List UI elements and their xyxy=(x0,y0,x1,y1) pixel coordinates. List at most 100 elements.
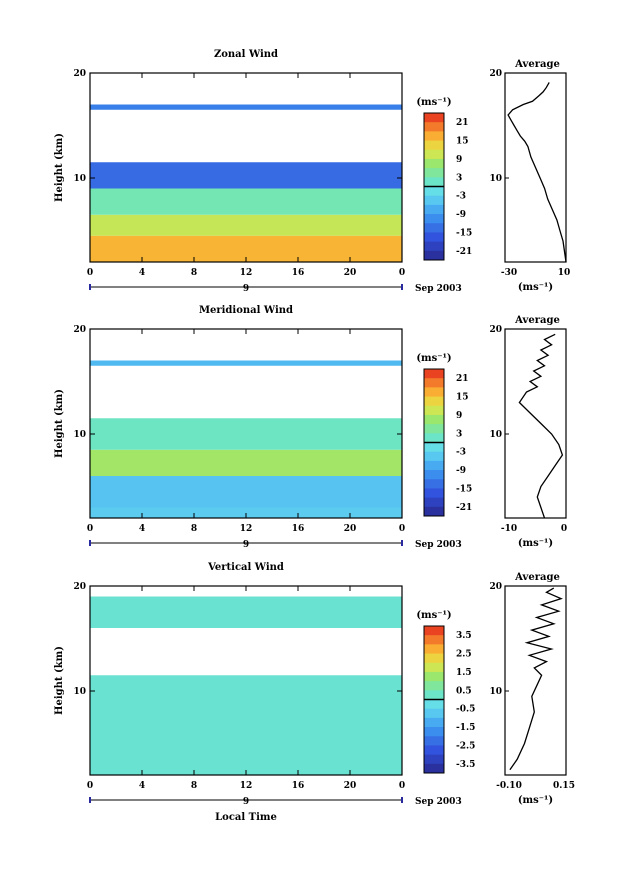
chart-title: Vertical Wind xyxy=(207,562,284,573)
profile-title: Average xyxy=(514,315,560,326)
field-layer xyxy=(90,476,402,508)
profile-y-tick-label: 20 xyxy=(489,325,502,335)
colorbar-swatch xyxy=(424,497,444,508)
colorbar-swatch xyxy=(424,662,444,673)
y-axis-label: Height (km) xyxy=(54,389,65,458)
colorbar-swatch xyxy=(424,177,444,187)
profile-line xyxy=(509,587,563,771)
colorbar-swatch xyxy=(424,186,444,197)
colorbar-tick-label: -3 xyxy=(456,192,466,202)
colorbar-tick-label: -3 xyxy=(456,448,466,458)
colorbar-swatch xyxy=(424,745,444,756)
colorbar-swatch xyxy=(424,140,444,151)
colorbar-swatch xyxy=(424,763,444,774)
colorbar-tick-label: -21 xyxy=(456,247,472,257)
profile-x-label: (ms⁻¹) xyxy=(518,538,553,549)
colorbar-tick-label: -0.5 xyxy=(456,705,475,715)
y-tick-label: 10 xyxy=(73,687,86,697)
x-tick-label: 12 xyxy=(240,781,253,791)
x-tick-label: 0 xyxy=(399,524,405,534)
x-tick-label: 4 xyxy=(139,268,145,278)
colorbar-tick-label: 0.5 xyxy=(456,686,472,696)
x-tick-label: 20 xyxy=(344,524,357,534)
colorbar-swatch xyxy=(424,250,444,261)
colorbar-swatch xyxy=(424,396,444,407)
colorbar-swatch xyxy=(424,241,444,252)
colorbar-swatch xyxy=(424,460,444,471)
x-tick-label: 8 xyxy=(191,524,197,534)
colorbar-swatch xyxy=(424,727,444,737)
profile-x-tick-label: 0 xyxy=(561,524,567,534)
colorbar-swatch xyxy=(424,681,444,691)
colorbar-swatch xyxy=(424,442,444,453)
y-axis-label: Height (km) xyxy=(54,133,65,202)
colorbar-swatch xyxy=(424,635,444,645)
profile-y-tick-label: 10 xyxy=(489,430,502,440)
x-tick-label: 12 xyxy=(240,524,253,534)
profile-frame xyxy=(504,585,567,776)
profile-x-label: (ms⁻¹) xyxy=(518,282,553,293)
colorbar-swatch xyxy=(424,405,444,416)
x-tick-label: 20 xyxy=(344,268,357,278)
field-layer xyxy=(90,507,402,518)
date-day: 9 xyxy=(243,540,249,550)
profile-x-label: (ms⁻¹) xyxy=(518,795,553,806)
x-tick-label: 0 xyxy=(399,268,405,278)
colorbar-swatch xyxy=(424,369,444,379)
colorbar-swatch xyxy=(424,378,444,388)
colorbar-tick-label: -9 xyxy=(456,210,466,220)
colorbar-swatch xyxy=(424,626,444,636)
colorbar-tick-label: -3.5 xyxy=(456,760,475,770)
colorbar-unit: (ms⁻¹) xyxy=(416,97,451,108)
y-tick-label: 20 xyxy=(73,582,86,592)
colorbar-swatch xyxy=(424,424,444,434)
profile-title: Average xyxy=(514,572,560,583)
profile-line xyxy=(518,333,564,519)
profile-frame xyxy=(504,72,567,263)
x-tick-label: 0 xyxy=(87,268,93,278)
colorbar-tick-label: 9 xyxy=(456,411,462,421)
colorbar-swatch xyxy=(424,414,444,425)
panel-1: Zonal Wind 0 4 8 12 16 20 0 20 10 Height (km) 9 Sep … xyxy=(54,49,570,294)
date-day: 9 xyxy=(243,797,249,807)
colorbar-tick-label: 1.5 xyxy=(456,668,472,678)
field-layer xyxy=(90,214,402,236)
x-tick-label: 8 xyxy=(191,781,197,791)
profile-title: Average xyxy=(514,59,560,70)
colorbar-swatch xyxy=(424,736,444,746)
colorbar-tick-label: -1.5 xyxy=(456,723,475,733)
chart-title: Zonal Wind xyxy=(214,49,278,60)
field-layer xyxy=(90,162,402,189)
chart-title: Meridional Wind xyxy=(199,305,293,316)
colorbar-swatch xyxy=(424,644,444,655)
profile-y-tick-label: 20 xyxy=(489,69,502,79)
x-tick-label: 0 xyxy=(87,781,93,791)
colorbar-tick-label: -15 xyxy=(456,484,472,494)
field-layer xyxy=(90,449,402,476)
profile-x-tick-label: -0.10 xyxy=(496,781,522,791)
x-tick-label: 0 xyxy=(87,524,93,534)
colorbar-tick-label: 3.5 xyxy=(456,631,472,641)
x-tick-label: 12 xyxy=(240,268,253,278)
profile-frame xyxy=(504,328,567,519)
colorbar-swatch xyxy=(424,122,444,132)
panel-3: Vertical Wind 0 4 8 12 16 20 0 20 10 Height (km) 9 S… xyxy=(54,562,575,823)
colorbar-tick-label: -2.5 xyxy=(456,741,475,751)
colorbar-tick-label: 21 xyxy=(456,118,469,128)
profile-x-tick-label: 10 xyxy=(558,268,571,278)
colorbar-tick-label: 21 xyxy=(456,374,469,384)
profile-x-tick-label: 0.15 xyxy=(553,781,575,791)
field-layer xyxy=(90,360,402,366)
colorbar-tick-label: 15 xyxy=(456,393,469,403)
colorbar-swatch xyxy=(424,433,444,443)
x-tick-label: 16 xyxy=(292,268,305,278)
field-layer xyxy=(90,596,402,628)
colorbar-swatch xyxy=(424,113,444,123)
colorbar-swatch xyxy=(424,653,444,664)
colorbar-tick-label: -9 xyxy=(456,466,466,476)
panel-2: Meridional Wind 0 4 8 12 16 20 0 20 10 Height (km)… xyxy=(54,305,567,550)
colorbar-unit: (ms⁻¹) xyxy=(416,610,451,621)
date-day: 9 xyxy=(243,284,249,294)
x-tick-label: 16 xyxy=(292,781,305,791)
colorbar-swatch xyxy=(424,168,444,178)
